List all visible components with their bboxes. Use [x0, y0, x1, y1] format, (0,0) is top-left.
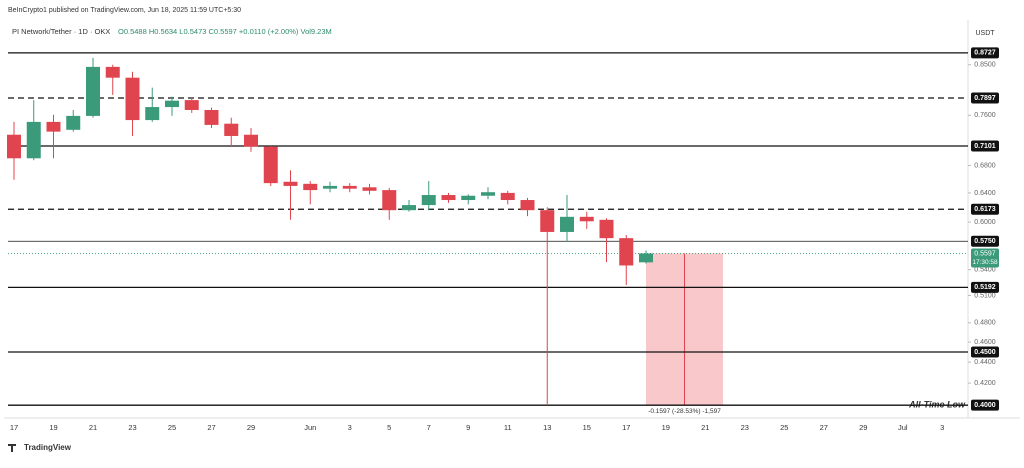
annotation: All-Time Low [908, 399, 966, 409]
y-tick-label: 0.4600 [974, 339, 996, 346]
y-tick-label: 0.4800 [974, 320, 996, 327]
x-tick-label: 23 [741, 423, 749, 432]
level-label: 0.5750 [974, 238, 996, 245]
y-tick-label: 0.7600 [974, 112, 996, 119]
x-tick-label: 3 [940, 423, 944, 432]
candle-body [362, 187, 377, 191]
x-tick-label: 25 [780, 423, 788, 432]
candle-body [303, 183, 318, 191]
y-tick-label: 0.4400 [974, 359, 996, 366]
x-tick-label: 23 [128, 423, 136, 432]
level-tag [971, 47, 999, 59]
candle-body [125, 77, 140, 121]
logo-icon [8, 444, 16, 452]
level-label: 0.7101 [974, 143, 996, 150]
x-tick-label: 5 [387, 423, 391, 432]
candle-body [599, 219, 614, 239]
candle-body [342, 185, 357, 189]
candle-body [639, 253, 653, 263]
y-tick-label: 0.6400 [974, 190, 996, 197]
x-tick-label: 11 [504, 423, 512, 432]
level-label: 0.7897 [974, 95, 996, 102]
x-tick-label: 27 [207, 423, 215, 432]
level-tag [971, 399, 999, 411]
candle-body [7, 134, 21, 159]
candle-body [481, 192, 495, 196]
candle-body [105, 66, 120, 78]
x-tick-label: 25 [168, 423, 176, 432]
last-price-tag [971, 248, 999, 268]
last-price-label: 0.5597 [974, 250, 996, 257]
candle-body [145, 107, 160, 121]
candle-body [283, 181, 298, 186]
x-tick-label: 3 [348, 423, 352, 432]
x-tick-label: 27 [820, 423, 828, 432]
x-tick-label: 17 [622, 423, 630, 432]
footer-logo: TradingView [24, 443, 72, 452]
x-tick-label: 7 [427, 423, 431, 432]
symbol: PI Network/Tether · 1D · OKX [12, 27, 110, 36]
candle-body [66, 115, 81, 130]
x-tick-label: 29 [859, 423, 867, 432]
y-tick-label: 0.5400 [974, 266, 996, 273]
candle-body [244, 134, 258, 147]
x-tick-label: 15 [583, 423, 591, 432]
x-tick-label: 9 [466, 423, 470, 432]
candle-body [520, 200, 535, 211]
x-tick-label: Jun [304, 423, 316, 432]
y-tick-label: 0.6000 [974, 219, 996, 226]
ohlc: O0.5488 H0.5634 L0.5473 C0.5597 +0.0110 … [118, 27, 332, 36]
x-tick-label: 17 [10, 423, 18, 432]
publisher: BeInCrypto1 published on TradingView.com… [8, 7, 241, 14]
level-label: 0.5192 [974, 284, 996, 291]
level-tag [971, 203, 999, 215]
candle-body [86, 66, 100, 116]
x-tick-label: 21 [701, 423, 709, 432]
candle-body [421, 195, 436, 206]
measure-label: -0.1597 (-28.53%) -1,597 [648, 408, 721, 415]
level-tag [971, 92, 999, 104]
countdown: 17:30:58 [972, 259, 998, 266]
level-label: 0.4500 [974, 349, 996, 356]
x-tick-label: 19 [662, 423, 670, 432]
x-tick-label: 19 [49, 423, 57, 432]
level-label: 0.6173 [974, 206, 996, 213]
candle-body [579, 216, 594, 222]
y-tick-label: 0.4200 [974, 380, 996, 387]
candle-body [382, 190, 397, 211]
candle-body [224, 123, 239, 136]
candle-body [461, 195, 476, 201]
candle-body [26, 121, 41, 159]
y-tick-label: 0.5100 [974, 292, 996, 299]
level-label: 0.8727 [974, 50, 996, 57]
candle-body [263, 146, 278, 184]
level-label: 0.4000 [974, 402, 996, 409]
level-tag [971, 140, 999, 152]
candle-body [540, 210, 555, 232]
candle-body [560, 216, 574, 232]
currency: USDT [975, 30, 995, 37]
x-tick-label: 29 [247, 423, 255, 432]
candle-body [165, 100, 179, 108]
x-tick-label: 13 [543, 423, 551, 432]
y-tick-label: 0.8500 [974, 62, 996, 69]
level-tag [971, 281, 999, 293]
candle-body [619, 238, 634, 266]
candle-body [402, 205, 416, 211]
candle-body [500, 192, 515, 201]
x-tick-label: 21 [89, 423, 97, 432]
candle-body [184, 100, 199, 110]
candle-body [441, 195, 456, 201]
candle-body [46, 121, 61, 132]
candle-body [323, 185, 337, 189]
level-tag [971, 346, 999, 358]
candle-body [204, 109, 219, 125]
level-tag [971, 235, 999, 247]
x-tick-label: Jul [898, 423, 908, 432]
y-tick-label: 0.6800 [974, 162, 996, 169]
